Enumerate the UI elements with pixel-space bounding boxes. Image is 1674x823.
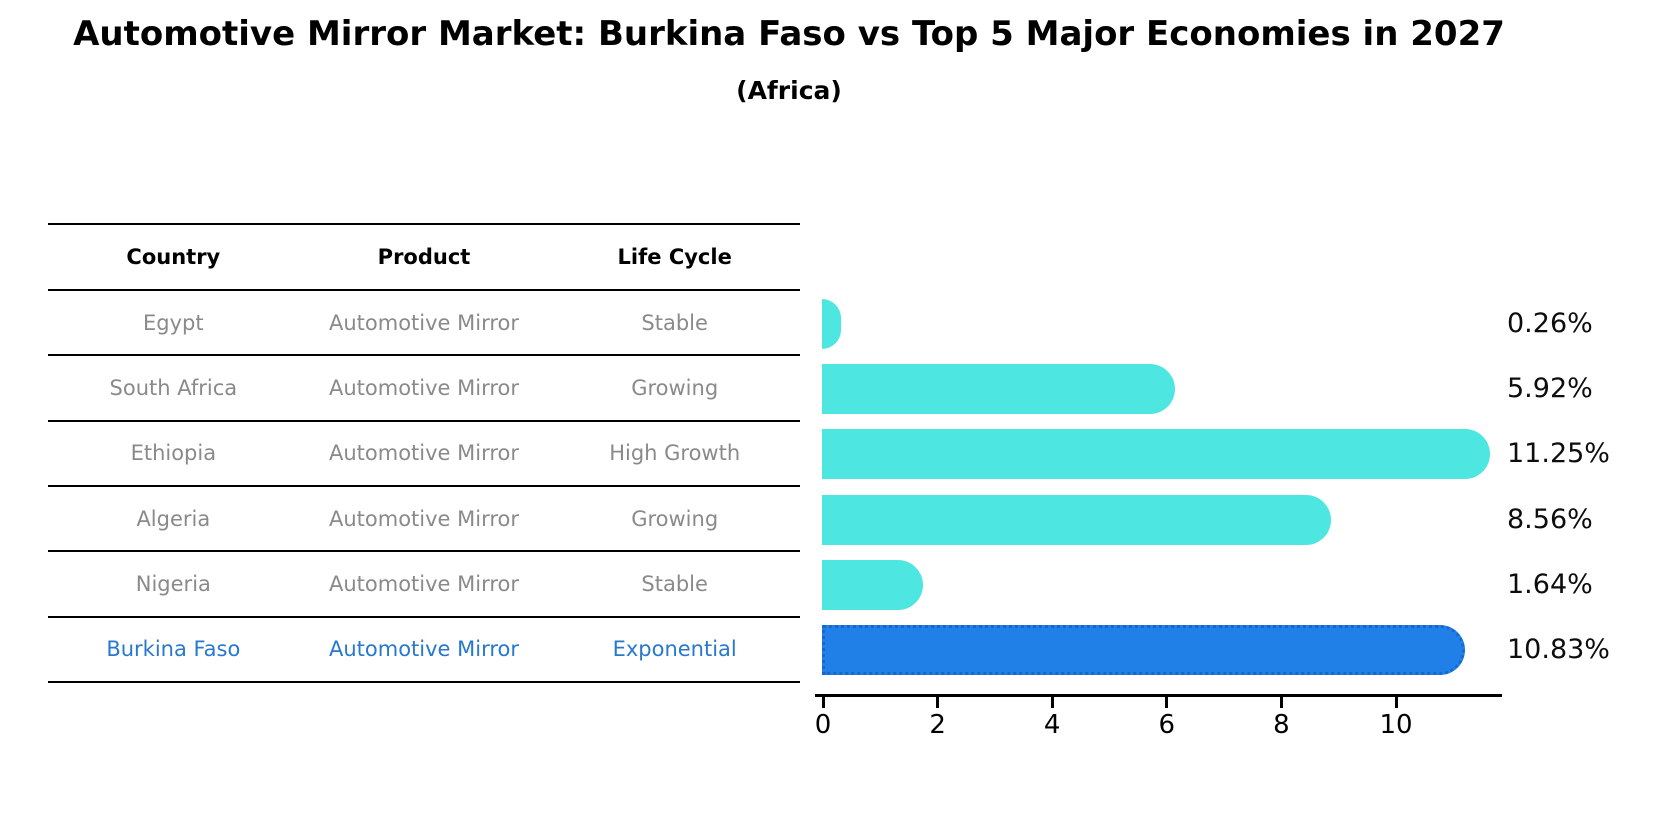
table-cell-product: Automotive Mirror <box>328 310 520 335</box>
table-body: Egypt Automotive Mirror Stable South Africa… <box>48 291 800 683</box>
x-axis-tick-8 <box>1279 694 1283 708</box>
table-cell-life-cycle: Growing <box>631 375 719 400</box>
x-axis-tick-0 <box>821 694 825 708</box>
table-cell-country: Egypt <box>143 310 204 335</box>
bar-algeria <box>822 494 1332 545</box>
table-cell-country: Ethiopia <box>130 441 217 466</box>
chart-title: Automotive Mirror Market: Burkina Faso v… <box>73 14 1505 54</box>
table-cell-life-cycle: High Growth <box>609 441 741 466</box>
table-row-nigeria: Nigeria Automotive Mirror Stable <box>48 552 800 618</box>
bar-ethiopia <box>822 429 1490 480</box>
table-row-algeria: Algeria Automotive Mirror Growing <box>48 487 800 553</box>
table-header-product: Product <box>377 245 471 269</box>
chart-subtitle: (Africa) <box>736 76 842 105</box>
table-cell-product: Automotive Mirror <box>328 637 520 662</box>
bar-nigeria <box>822 559 923 610</box>
x-axis-tick-label-2: 2 <box>929 710 946 740</box>
table-header-lifecycle: Life Cycle <box>617 245 732 269</box>
x-axis-tick-label-10: 10 <box>1379 710 1413 740</box>
table-cell-product: Automotive Mirror <box>328 571 520 596</box>
bar-south-africa <box>822 363 1176 414</box>
x-axis-tick-6 <box>1165 694 1169 708</box>
table-cell-life-cycle: Stable <box>641 310 708 335</box>
table-cell-life-cycle: Growing <box>631 506 719 531</box>
x-axis-tick-label-0: 0 <box>814 710 832 740</box>
value-label-algeria: 8.56% <box>1507 503 1593 535</box>
value-label-ethiopia: 11.25% <box>1507 438 1610 470</box>
table-row-burkina-faso: Burkina Faso Automotive Mirror Exponential <box>48 618 800 683</box>
value-label-nigeria: 1.64% <box>1507 568 1593 600</box>
table-row-ethiopia: Ethiopia Automotive Mirror High Growth <box>48 422 800 487</box>
table-cell-life-cycle: Stable <box>641 571 708 596</box>
bar-egypt <box>822 298 842 349</box>
x-axis-line <box>815 694 1502 697</box>
table-cell-product: Automotive Mirror <box>328 375 520 400</box>
table-cell-product: Automotive Mirror <box>328 506 520 531</box>
value-label-burkina-faso: 10.83% <box>1507 634 1610 666</box>
data-table: Country Product Life Cycle Egypt Automoti… <box>48 223 800 683</box>
table-header-country: Country <box>126 245 221 269</box>
table-cell-country: Algeria <box>136 506 211 531</box>
value-label-egypt: 0.26% <box>1507 307 1593 339</box>
x-axis-tick-2 <box>936 694 940 708</box>
table-cell-life-cycle: Exponential <box>612 637 737 662</box>
table-cell-product: Automotive Mirror <box>328 441 520 466</box>
bar-burkina-faso <box>822 625 1465 676</box>
x-axis-tick-label-4: 4 <box>1043 710 1061 740</box>
x-axis-tick-4 <box>1050 694 1054 708</box>
x-axis-tick-10 <box>1394 694 1398 708</box>
value-label-south-africa: 5.92% <box>1507 372 1593 404</box>
table-cell-country: Nigeria <box>135 571 211 596</box>
table-row-egypt: Egypt Automotive Mirror Stable <box>48 291 800 357</box>
x-axis-tick-label-6: 6 <box>1158 710 1176 740</box>
table-cell-country: South Africa <box>109 375 238 400</box>
table-cell-country: Burkina Faso <box>106 637 241 662</box>
table-header-row: Country Product Life Cycle <box>48 223 800 291</box>
x-axis-tick-label-8: 8 <box>1273 710 1290 740</box>
table-row-south-africa: South Africa Automotive Mirror Growing <box>48 356 800 422</box>
